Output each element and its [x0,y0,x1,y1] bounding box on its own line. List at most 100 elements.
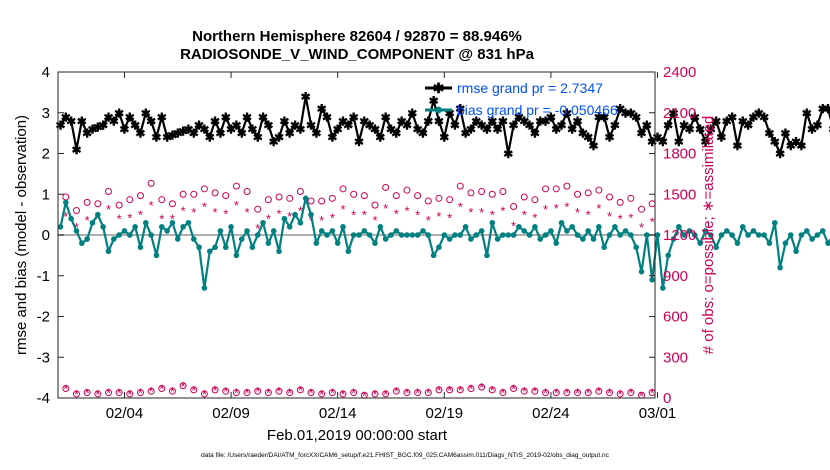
obs-assimilated-point: * [500,204,505,219]
bias-point [649,277,655,283]
bias-point [564,228,570,234]
rmse-point: ✱ [599,110,609,124]
obs-assimilated-point: * [277,206,282,221]
obs-possible-point [520,193,528,201]
bias-point [382,236,389,242]
obs-assimilated-point: * [415,208,420,223]
bias-point [489,219,496,226]
bias-point [233,252,240,259]
rmse-point: ✱ [493,123,503,137]
obs-assimilated-point: * [138,386,143,401]
obs-assimilated-point: * [362,388,367,403]
obs-possible-point [360,192,368,200]
bias-point [617,232,623,238]
rmse-point: ✱ [786,139,796,153]
rmse-point: ✱ [322,110,332,124]
rmse-point: ✱ [269,135,279,149]
bias-point [628,232,634,238]
rmse-point: ✱ [55,118,65,132]
rmse-point: ✱ [343,118,353,132]
bias-point [228,224,234,230]
rmse-point: ✱ [370,123,380,137]
obs-assimilated-point: * [522,384,527,399]
rmse-point: ✱ [103,110,113,124]
obs-possible-point [627,194,635,202]
obs-possible-point [126,196,134,204]
x-tick-label: 02/14 [319,405,357,422]
bias-point [281,215,288,222]
obs-possible-point [147,179,155,187]
obs-possible-point [531,196,539,204]
rmse-point: ✱ [381,110,391,124]
bias-point [153,252,160,259]
rmse-point: ✱ [503,147,513,161]
bias-point [270,228,277,234]
legend: ✱ rmse grand pr = 2.7347 bias grand pr =… [425,80,618,118]
obs-assimilated-point: * [287,209,292,224]
obs-possible-point [392,387,400,395]
obs-possible-point [350,389,358,397]
obs-possible-point [382,390,390,398]
obs-possible-point [574,190,582,198]
obs-assimilated-point: * [202,199,207,214]
bias-point [526,232,533,238]
obs-possible-point [638,205,646,213]
rmse-point: ✱ [546,110,556,124]
bias-point [676,224,682,230]
rmse-point: ✱ [354,135,364,149]
rmse-point: ✱ [647,135,657,149]
rmse-point: ✱ [636,127,646,141]
rmse-point: ✱ [151,131,161,145]
obs-assimilated-point: * [575,205,580,220]
bias-point [95,211,101,218]
bias-point [324,232,330,238]
y-left-tick-label: -4 [37,390,50,407]
obs-possible-point [254,205,262,213]
obs-assimilated-point: * [468,381,473,396]
obs-assimilated-point: * [223,384,228,399]
obs-assimilated-point: * [138,208,143,223]
obs-possible-point [200,185,208,193]
obs-assimilated-point: * [266,386,271,401]
rmse-point: ✱ [146,114,156,128]
obs-possible-point [435,386,443,394]
bias-point [825,240,830,246]
rmse-point: ✱ [375,131,385,145]
obs-possible-point [190,386,198,394]
obs-assimilated-point: * [554,201,559,216]
rmse-point: ✱ [167,129,177,143]
obs-assimilated-point: * [351,386,356,401]
bias-point [430,252,437,259]
bias-point [771,219,778,226]
y-right-tick-label: 2400 [663,64,696,81]
obs-possible-point [94,390,102,398]
bias-point [569,224,576,230]
obs-possible-point [232,389,240,397]
obs-possible-point [456,182,464,190]
obs-assimilated-point: * [628,386,633,401]
rmse-point: ✱ [807,123,817,137]
obs-assimilated-point: * [404,386,409,401]
rmse-point: ✱ [82,127,92,141]
rmse-point: ✱ [98,118,108,132]
bias-point [350,232,357,238]
rmse-point: ✱ [823,102,830,116]
rmse-point: ✱ [429,94,439,108]
obs-assimilated-point: * [436,209,441,224]
obs-assimilated-point: * [383,201,388,216]
obs-possible-point [446,196,454,204]
obs-possible-point [478,188,486,196]
obs-possible-point [147,387,155,395]
obs-possible-point [318,390,326,398]
bias-point [265,240,272,246]
bias-point [798,232,805,238]
obs-possible-point [136,389,144,397]
obs-possible-point [179,382,187,390]
bias-point [697,240,703,246]
bias-point [782,240,789,246]
obs-possible-point [414,389,422,397]
bias-point [356,232,362,238]
bias-point [702,228,709,234]
bias-point [500,232,506,238]
obs-assimilated-point: * [245,205,250,220]
